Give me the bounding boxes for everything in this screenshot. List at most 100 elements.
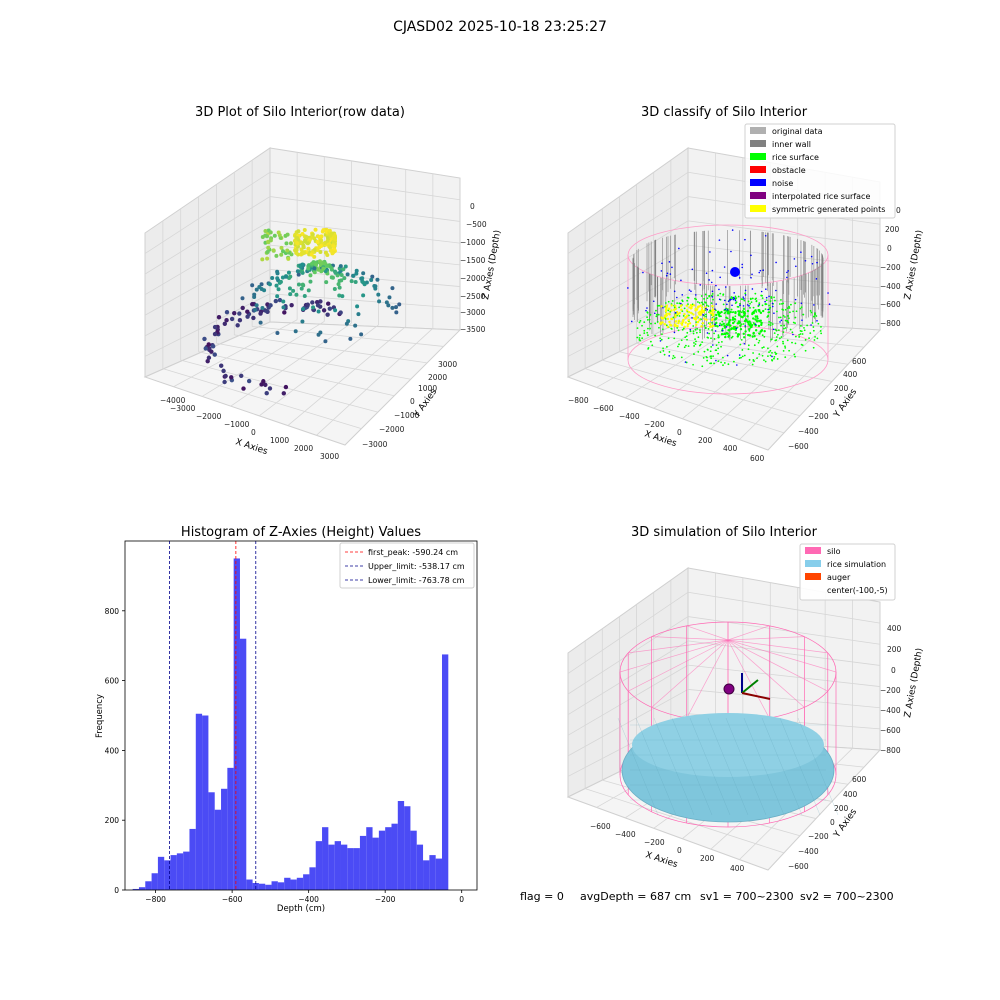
raw-point [287,275,292,280]
p4-xlabel: X Axies [644,850,679,870]
p2-ztick: 0 [887,244,892,253]
rice-point [753,344,756,347]
raw-point [264,308,270,314]
symmetric-point [696,321,700,324]
rice-point [782,350,785,352]
rice-point [795,310,798,313]
raw-point [285,232,290,237]
p4-rice-mesh [617,717,839,816]
p2-xtick: 600 [750,454,765,463]
raw-point [281,305,286,310]
rice-point [756,317,759,320]
gridline [687,616,881,645]
rice-point [692,332,695,335]
p4-auger-marker [723,673,771,700]
rice-point [743,299,746,302]
noise-point [645,309,647,312]
rice-point [771,323,774,325]
rice-point [810,311,813,314]
rice-point [721,327,724,330]
rice-point [684,336,687,339]
x-tick-label: −400 [298,895,319,904]
rice-point [703,301,706,303]
rice-point [758,353,761,355]
raw-point [319,238,324,243]
rice-point [718,314,721,318]
p4-legend: silo rice simulation auger center(-100,-5) [805,547,888,595]
rice-point [768,311,771,314]
rice-point [746,320,749,324]
rice-point [813,312,816,315]
rice-point [720,361,722,364]
noise-point [768,295,770,298]
rice-point [707,305,710,308]
rice-point [646,311,649,314]
symmetric-point [710,325,713,328]
raw-point [321,308,327,313]
symmetric-point [670,304,673,307]
rice-point [738,357,741,359]
p1-ztick: −500 [466,220,487,229]
noise-point [702,314,704,316]
rice-point [696,327,699,330]
rice-point [782,342,785,345]
rice-point [790,303,792,306]
p2-xtick: −400 [619,412,640,421]
panel-raw-3d: 3D Plot of Silo Interior(row data) −4000… [143,105,503,461]
rice-point [710,345,713,348]
noise-point [725,326,728,328]
noise-point [734,299,737,302]
p2-gridlines [567,152,881,440]
noise-point [767,308,769,311]
rice-point [765,299,768,302]
raw-point [252,292,257,297]
p2-z-ticklabels: 200 0 −200 −400 −600 −800 0 [880,206,901,328]
silo-roof-spoke [727,636,805,641]
rice-point [695,331,698,334]
rice-point [769,349,772,352]
noise-point [715,359,717,362]
symmetric-point [700,306,704,309]
rice-point [799,325,802,327]
rice-point [737,310,740,313]
p1-floor-pane [143,321,462,446]
raw-point [301,306,306,311]
rice-point [798,336,801,338]
rice-point [676,302,679,305]
rice-point [787,315,789,317]
raw-point [314,262,319,267]
rice-point [794,316,797,319]
rice-point [661,328,664,331]
symmetric-point [695,323,698,327]
rice-point [720,345,722,348]
rice-point [760,329,764,332]
raw-point [237,311,242,316]
rice-point [727,363,730,366]
p1-ytick: 1000 [418,384,437,393]
rice-point [793,353,796,356]
raw-point [316,267,321,272]
noise-point [816,319,818,322]
raw-point [298,269,303,274]
rice-point [702,356,705,359]
rice-point [715,344,718,347]
silo-roof-spoke [686,639,729,719]
rice-point [752,352,754,354]
noise-point [718,288,720,291]
legend-label: interpolated rice surface [772,192,870,201]
p2-ztick: 0 [896,206,901,215]
legend-swatch [805,573,821,580]
rice-point [709,355,712,358]
raw-point [377,299,382,304]
raw-point [287,286,292,291]
raw-point [313,227,318,232]
raw-point [288,241,293,246]
raw-point [305,302,310,307]
raw-point [263,229,268,234]
hist-legend-box [339,542,475,589]
gridline [687,689,881,709]
noise-point [748,305,750,307]
noise-point [751,273,753,276]
noise-point [705,307,707,310]
legend-swatch [805,560,821,567]
